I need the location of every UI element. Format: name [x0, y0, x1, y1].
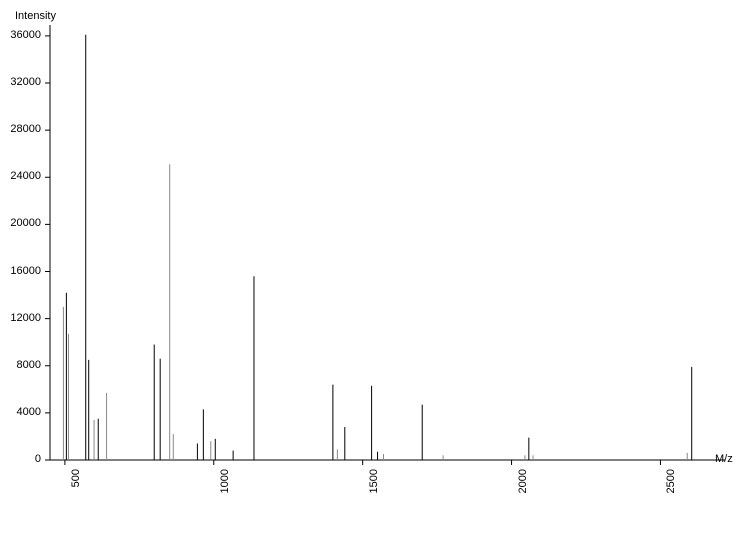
y-tick-label: 0 [0, 453, 41, 465]
x-tick-label: 2500 [665, 469, 677, 540]
x-tick-label: 1500 [368, 469, 380, 540]
y-tick-label: 4000 [0, 406, 41, 418]
spectrum-svg [0, 0, 750, 540]
y-axis-label: Intensity [15, 10, 56, 22]
y-tick-label: 24000 [0, 170, 41, 182]
y-tick-label: 36000 [0, 29, 41, 41]
y-tick-label: 16000 [0, 265, 41, 277]
y-tick-label: 32000 [0, 76, 41, 88]
x-tick-label: 2000 [517, 469, 529, 540]
x-axis-label: M/z [715, 453, 733, 465]
y-tick-label: 12000 [0, 312, 41, 324]
y-tick-label: 8000 [0, 359, 41, 371]
y-tick-label: 28000 [0, 123, 41, 135]
x-tick-label: 500 [70, 469, 82, 540]
y-tick-label: 20000 [0, 217, 41, 229]
mass-spectrum-chart: Intensity M/z 0 4000 8000 12000 16000 20000 2400… [0, 0, 750, 540]
x-tick-label: 1000 [219, 469, 231, 540]
